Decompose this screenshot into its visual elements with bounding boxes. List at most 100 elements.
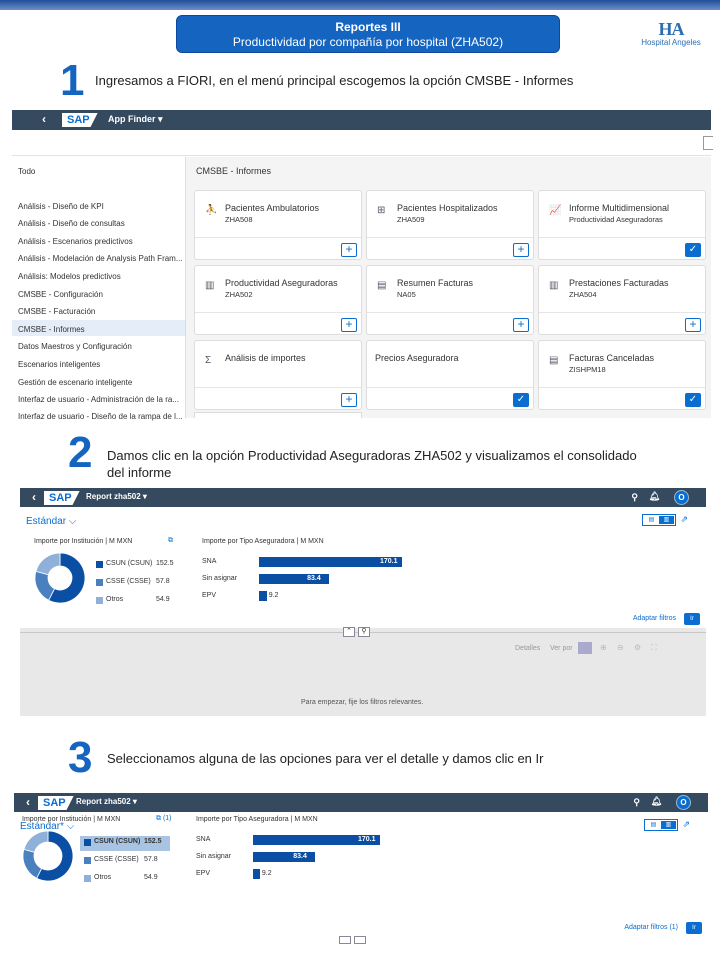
app-finder-title[interactable]: App Finder ▾ xyxy=(108,114,163,124)
fullscreen-icon[interactable]: ⛶ xyxy=(651,643,657,652)
add-tile-button[interactable]: + xyxy=(341,243,357,257)
add-tile-button[interactable]: + xyxy=(685,318,701,332)
zoom-in-icon[interactable]: ⊕ xyxy=(600,643,607,652)
add-tile-button[interactable]: + xyxy=(513,318,529,332)
user-avatar[interactable]: O xyxy=(674,490,689,505)
sidebar-item[interactable]: CMSBE - Configuración xyxy=(18,290,103,299)
view-toggle[interactable]: ▤ ▥ xyxy=(642,514,676,526)
app-tile[interactable]: ⊞ Pacientes Hospitalizados ZHA509 + xyxy=(366,190,534,260)
sap-logo[interactable]: SAP xyxy=(38,796,74,810)
search-icon[interactable]: ⚲ xyxy=(631,492,638,502)
back-icon[interactable]: ‹ xyxy=(32,490,36,504)
share-icon[interactable]: ⇗ xyxy=(682,819,690,829)
view-by-label[interactable]: Ver por xyxy=(550,645,573,652)
report-title[interactable]: Report zha502 ▾ xyxy=(76,797,137,806)
adapt-filters-link[interactable]: Adaptar filtros xyxy=(632,615,676,622)
app-tile[interactable]: ▤ Facturas Canceladas ZISHPM18 ✓ xyxy=(538,340,706,410)
app-tile[interactable]: ▥ Productividad Aseguradoras ZHA502 + xyxy=(194,265,362,335)
step-text-2b: del informe xyxy=(107,465,172,480)
pin-header-button[interactable]: ⚲ xyxy=(358,627,370,637)
insurer-bar[interactable] xyxy=(259,557,402,567)
insurer-bar[interactable] xyxy=(253,852,316,862)
legend-label[interactable]: CSSE (CSSE) xyxy=(94,856,139,863)
search-input[interactable] xyxy=(703,136,713,150)
user-avatar[interactable]: O xyxy=(676,795,691,810)
donut-slice[interactable] xyxy=(36,830,74,882)
add-tile-button[interactable]: + xyxy=(341,393,357,407)
sidebar-item-cmsbe-informes[interactable]: CMSBE - Informes xyxy=(18,325,85,334)
legend-label[interactable]: CSUN (CSUN) xyxy=(94,838,141,845)
legend-label[interactable]: CSUN (CSUN) xyxy=(106,560,153,567)
pin-header-button[interactable] xyxy=(354,936,366,944)
sidebar-item[interactable]: Interfaz de usuario - Administración de … xyxy=(18,395,179,404)
table-view-icon[interactable]: ▤ xyxy=(648,517,655,523)
search-icon[interactable]: ⚲ xyxy=(633,797,640,807)
tile-title: Pacientes Hospitalizados xyxy=(397,203,498,213)
chart-view-icon[interactable]: ▥ xyxy=(661,821,676,829)
donut-slice[interactable] xyxy=(23,830,49,853)
add-tile-button[interactable]: + xyxy=(341,318,357,332)
bar-category-label: EPV xyxy=(202,592,217,599)
app-tile[interactable]: 📈 Informe Multidimensional Productividad A… xyxy=(538,190,706,260)
back-icon[interactable]: ‹ xyxy=(42,112,46,126)
sidebar-item[interactable]: Interfaz de usuario - Diseño de la rampa… xyxy=(18,412,183,421)
insurer-bar[interactable] xyxy=(259,574,330,584)
app-tile[interactable]: ▤ Resumen Facturas NA05 + xyxy=(366,265,534,335)
share-icon[interactable]: ⇗ xyxy=(680,514,688,524)
legend-label[interactable]: Otros xyxy=(106,596,124,603)
view-toggle[interactable]: ▤ ▥ xyxy=(644,819,678,831)
sidebar-item[interactable]: Gestión de escenario inteligente xyxy=(18,378,133,387)
sap-logo[interactable]: SAP xyxy=(44,491,80,505)
add-tile-button[interactable]: + xyxy=(513,243,529,257)
sidebar-item[interactable]: Análisis - Modelación de Analysis Path F… xyxy=(18,254,183,263)
legend-label[interactable]: Otros xyxy=(94,874,112,881)
open-external-icon[interactable]: ⧉ xyxy=(168,537,173,544)
sidebar-item[interactable]: Análisis - Diseño de consultas xyxy=(18,219,125,228)
donut-slice[interactable] xyxy=(35,552,61,576)
sidebar-item[interactable]: Datos Maestros y Configuración xyxy=(18,342,132,351)
donut-slice[interactable] xyxy=(22,848,43,879)
legend-value: 54.9 xyxy=(144,874,158,881)
insurer-bar[interactable] xyxy=(253,835,380,845)
open-external-icon[interactable]: ⧉ (1) xyxy=(156,815,172,822)
insurer-bar[interactable] xyxy=(253,869,260,879)
details-label[interactable]: Detalles xyxy=(515,645,541,652)
institution-donut-chart[interactable] xyxy=(34,552,86,604)
collapse-header-button[interactable] xyxy=(339,936,351,944)
adapt-filters-link[interactable]: Adaptar filtros (1) xyxy=(624,924,678,931)
bar-category-label: SNA xyxy=(202,558,217,565)
sidebar-item[interactable]: Análisis: Modelos predictivos xyxy=(18,272,121,281)
added-check-button[interactable]: ✓ xyxy=(685,393,701,407)
go-button[interactable]: Ir xyxy=(684,613,700,625)
collapse-header-button[interactable]: ⌃ xyxy=(343,627,355,637)
notification-bell-icon[interactable]: 🔔︎ xyxy=(650,796,662,806)
report-title[interactable]: Report zha502 ▾ xyxy=(86,492,147,501)
back-icon[interactable]: ‹ xyxy=(26,795,30,809)
sidebar-item[interactable]: Escenarios inteligentes xyxy=(18,360,101,369)
sap-logo[interactable]: SAP xyxy=(62,113,98,127)
tile-divider xyxy=(539,387,705,388)
settings-icon[interactable]: ⚙ xyxy=(634,643,642,652)
notification-bell-icon[interactable]: 🔔︎ xyxy=(648,491,660,501)
institution-donut-chart[interactable] xyxy=(22,830,74,882)
sidebar-item[interactable]: Análisis - Escenarios predictivos xyxy=(18,237,133,246)
added-check-button[interactable]: ✓ xyxy=(685,243,701,257)
table-view-icon[interactable]: ▤ xyxy=(650,822,657,828)
zoom-out-icon[interactable]: ⊖ xyxy=(617,643,624,652)
app-tile[interactable]: Precios Aseguradora ✓ xyxy=(366,340,534,410)
sidebar-item[interactable]: Análisis - Diseño de KPI xyxy=(18,202,104,211)
variant-selector[interactable]: Estándar* ⌵ xyxy=(20,821,75,832)
insurer-bar[interactable] xyxy=(259,591,267,601)
added-check-button[interactable]: ✓ xyxy=(513,393,529,407)
variant-selector[interactable]: Estándar ⌵ xyxy=(26,516,77,527)
sidebar-item[interactable]: Todo xyxy=(18,167,36,176)
app-tile[interactable]: Σ Análisis de importes + xyxy=(194,340,362,410)
chart-view-icon[interactable]: ▥ xyxy=(659,516,674,524)
go-button[interactable]: Ir xyxy=(686,922,702,934)
view-by-button[interactable] xyxy=(578,642,592,654)
sidebar-item[interactable]: CMSBE - Facturación xyxy=(18,307,96,316)
legend-label[interactable]: CSSE (CSSE) xyxy=(106,578,151,585)
app-tile[interactable]: ⛹ Pacientes Ambulatorios ZHA508 + xyxy=(194,190,362,260)
donut-slice[interactable] xyxy=(48,552,86,604)
app-tile[interactable]: ▥ Prestaciones Facturadas ZHA504 + xyxy=(538,265,706,335)
